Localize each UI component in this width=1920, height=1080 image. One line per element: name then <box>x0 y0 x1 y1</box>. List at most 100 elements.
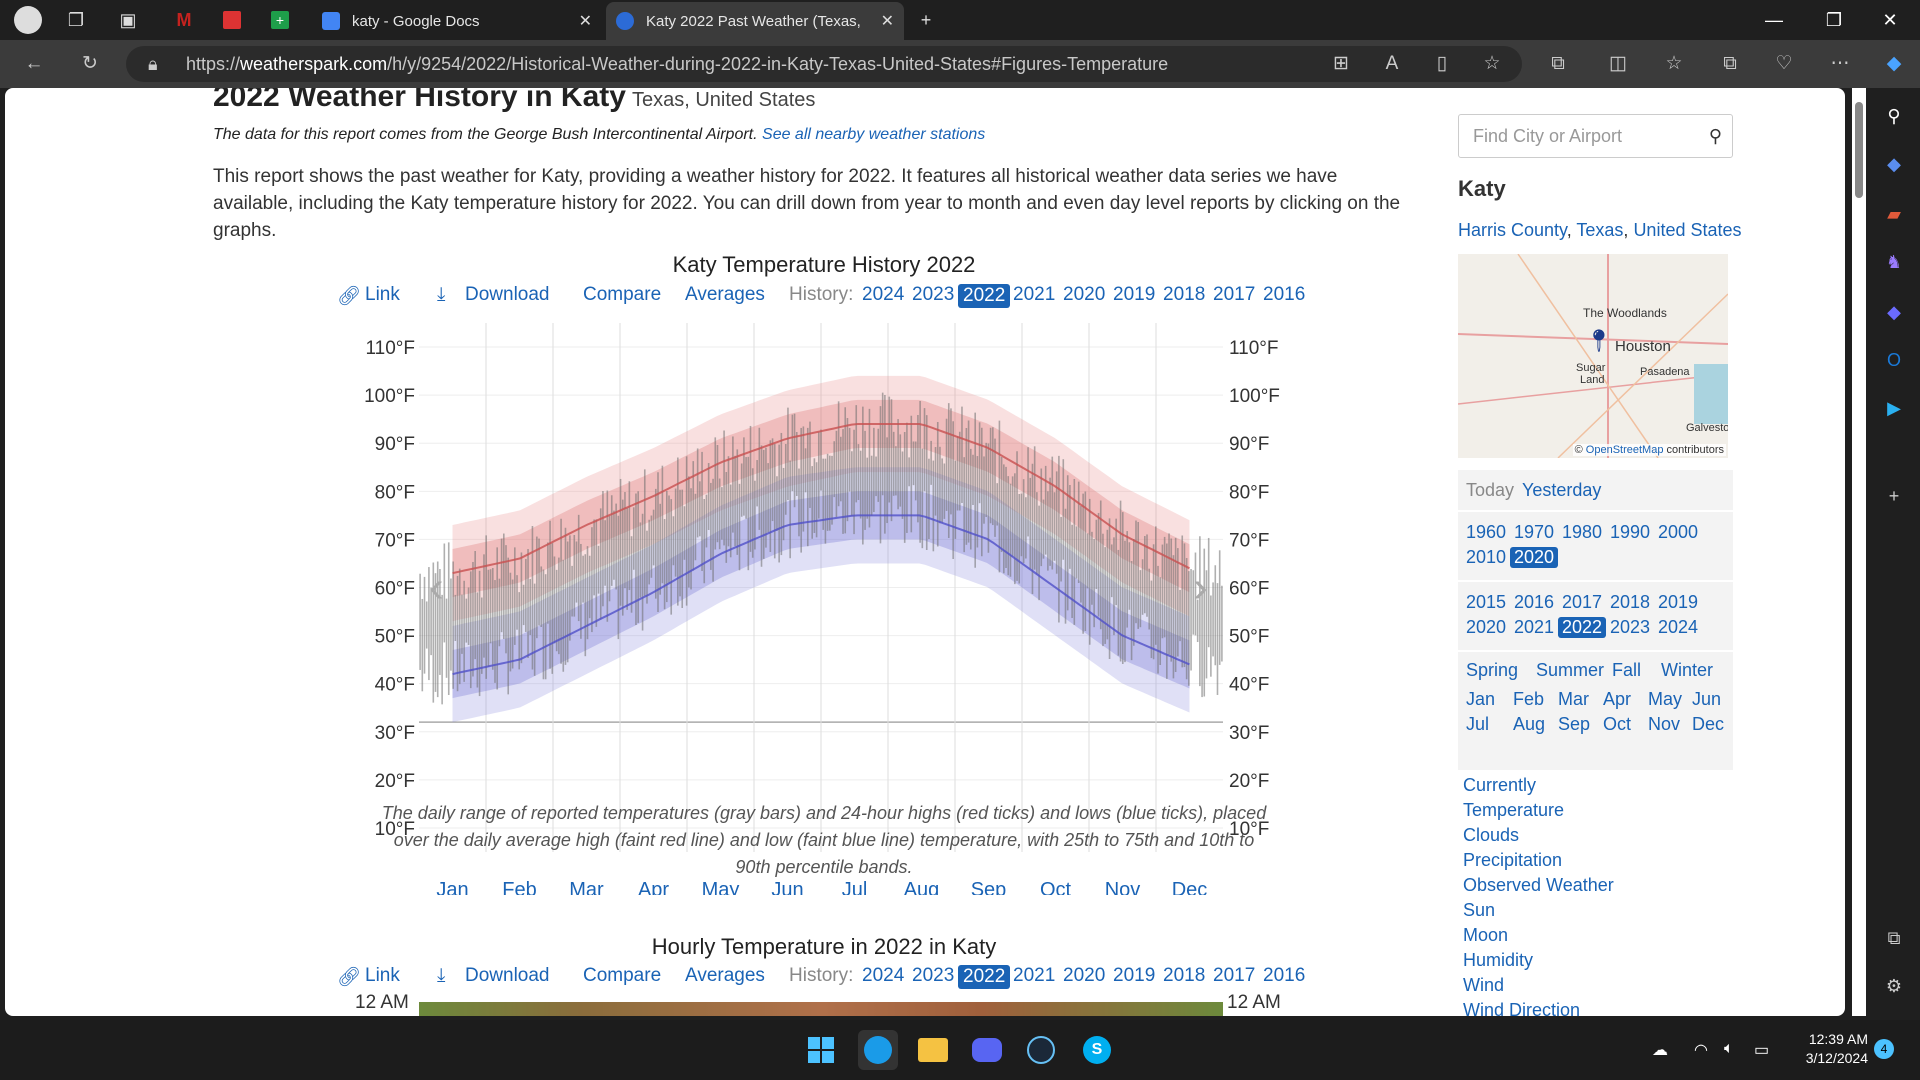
search-icon[interactable]: ⚲ <box>1887 105 1901 126</box>
add-icon[interactable]: + <box>1888 485 1900 506</box>
decade-link[interactable]: 1980 <box>1562 522 1603 542</box>
windows-start-icon[interactable] <box>801 1030 841 1070</box>
x-tick-label[interactable]: Feb <box>502 879 536 895</box>
tools-icon[interactable]: ▰ <box>1887 203 1901 224</box>
year-link[interactable]: 2024 <box>862 284 905 305</box>
year-link[interactable]: 2017 <box>1562 592 1603 612</box>
decade-link[interactable]: 2000 <box>1658 522 1699 542</box>
download-button[interactable]: Download <box>465 965 550 986</box>
m365-icon[interactable]: ◆ <box>1887 301 1901 322</box>
month-link[interactable]: Aug <box>1513 714 1546 734</box>
year-link[interactable]: 2020 <box>1063 965 1106 986</box>
x-tick-label[interactable]: Sep <box>971 879 1007 895</box>
close-tab-icon[interactable]: ✕ <box>578 13 592 30</box>
outlook-icon[interactable]: O <box>1886 349 1901 370</box>
year-link[interactable]: 2023 <box>1610 617 1651 637</box>
compare-button[interactable]: Compare <box>583 284 662 305</box>
month-link[interactable]: Mar <box>1558 689 1589 709</box>
nearby-stations-link[interactable]: See all nearby weather stations <box>762 126 986 143</box>
month-link[interactable]: Feb <box>1513 689 1545 709</box>
section-link[interactable]: Moon <box>1463 925 1509 945</box>
drop-icon[interactable]: ▶ <box>1887 397 1901 418</box>
x-tick-label[interactable]: Apr <box>638 879 669 895</box>
file-explorer-icon[interactable] <box>913 1030 953 1070</box>
year-link[interactable]: 2017 <box>1213 965 1256 986</box>
decade-link[interactable]: 2010 <box>1466 547 1507 567</box>
link-button[interactable]: Link <box>365 284 400 305</box>
link-icon[interactable]: 🔗︎ <box>337 286 362 307</box>
year-link[interactable]: 2018 <box>1163 965 1206 986</box>
x-tick-label[interactable]: Nov <box>1105 879 1141 895</box>
temperature-chart[interactable]: 110°F 110°F 100°F 100°F 90°F 90°F 80°F 80°F 70°F… <box>5 320 1305 895</box>
section-link[interactable]: Observed Weather <box>1463 875 1614 895</box>
back-icon[interactable]: ← <box>24 53 44 74</box>
tab-actions-icon[interactable]: ▣ <box>119 9 137 30</box>
year-link[interactable]: 2022 <box>1558 617 1607 638</box>
section-link[interactable]: Temperature <box>1463 800 1565 820</box>
season-link[interactable]: Fall <box>1612 660 1642 680</box>
year-link[interactable]: 2016 <box>1263 965 1306 986</box>
decade-link[interactable]: 1960 <box>1466 522 1507 542</box>
x-tick-label[interactable]: May <box>702 879 740 895</box>
decade-link[interactable]: 1970 <box>1514 522 1555 542</box>
averages-button[interactable]: Averages <box>685 965 765 986</box>
split-screen-icon[interactable]: ◫ <box>1609 53 1627 74</box>
search-icon[interactable]: ⚲ <box>1708 126 1722 146</box>
month-link[interactable]: Oct <box>1603 714 1632 734</box>
year-link[interactable]: 2021 <box>1514 617 1555 637</box>
restore-icon[interactable]: ❐ <box>1825 9 1843 30</box>
workspaces-icon[interactable]: ❐ <box>67 9 85 30</box>
section-link[interactable]: Clouds <box>1463 825 1520 845</box>
discord-icon[interactable] <box>967 1030 1007 1070</box>
section-link[interactable]: Precipitation <box>1463 850 1563 870</box>
x-tick-label[interactable]: Jun <box>771 879 803 895</box>
immersive-reader-icon[interactable]: ▯ <box>1436 53 1448 74</box>
clock[interactable]: 12:39 AM 3/12/2024 <box>1805 1031 1868 1066</box>
x-tick-label[interactable]: Mar <box>569 879 604 895</box>
month-link[interactable]: May <box>1648 689 1683 709</box>
year-link[interactable]: 2017 <box>1213 284 1256 305</box>
year-link[interactable]: 2024 <box>1658 617 1699 637</box>
performance-icon[interactable]: ♡ <box>1775 53 1793 74</box>
year-link[interactable]: 2019 <box>1113 965 1156 986</box>
next-arrow-icon[interactable]: › <box>1193 563 1208 612</box>
season-link[interactable]: Summer <box>1536 660 1605 680</box>
sheets-tab-icon[interactable]: + <box>262 6 298 34</box>
tab-google-docs[interactable]: katy - Google Docs ✕ <box>312 2 602 40</box>
county-link[interactable]: Harris County <box>1458 220 1567 240</box>
x-tick-label[interactable]: Aug <box>904 879 940 895</box>
x-tick-label[interactable]: Jul <box>842 879 868 895</box>
screenshot-icon[interactable]: ⧉ <box>1887 927 1901 948</box>
section-link[interactable]: Currently <box>1463 775 1537 795</box>
decade-link[interactable]: 2020 <box>1510 547 1559 568</box>
year-link-selected[interactable]: 2022 <box>958 965 1011 989</box>
section-link[interactable]: Humidity <box>1463 950 1534 970</box>
favorites-icon[interactable]: ☆ <box>1665 53 1683 74</box>
section-link[interactable]: Wind Direction <box>1463 1000 1581 1016</box>
x-tick-label[interactable]: Jan <box>436 879 468 895</box>
shopping-icon[interactable]: ◆ <box>1887 153 1901 174</box>
notification-badge[interactable]: 4 <box>1874 1039 1894 1059</box>
month-link[interactable]: Apr <box>1603 689 1632 709</box>
download-icon[interactable]: ⤓ <box>437 965 446 986</box>
year-link[interactable]: 2020 <box>1466 617 1507 637</box>
copilot-icon[interactable]: ◆ <box>1886 53 1902 74</box>
year-link[interactable]: 2024 <box>862 965 905 986</box>
decade-link[interactable]: 1990 <box>1610 522 1651 542</box>
edge-icon[interactable] <box>858 1030 898 1070</box>
download-icon[interactable]: ⤓ <box>437 284 446 305</box>
country-link[interactable]: United States <box>1633 220 1742 240</box>
app-available-icon[interactable]: ⊞ <box>1333 53 1349 74</box>
search-input[interactable]: Find City or Airport ⚲ <box>1458 114 1733 158</box>
bookmark-tab-icon[interactable] <box>214 6 250 34</box>
year-link[interactable]: 2016 <box>1514 592 1555 612</box>
year-link[interactable]: 2023 <box>912 284 955 305</box>
season-link[interactable]: Winter <box>1661 660 1714 680</box>
refresh-icon[interactable]: ↻ <box>82 53 98 74</box>
extensions-icon[interactable]: ⧉ <box>1551 53 1565 74</box>
onedrive-icon[interactable]: ☁ <box>1652 1042 1668 1059</box>
yesterday-link[interactable]: Yesterday <box>1522 480 1602 500</box>
averages-button[interactable]: Averages <box>685 284 765 305</box>
x-tick-label[interactable]: Oct <box>1040 879 1072 895</box>
read-aloud-icon[interactable]: A <box>1385 53 1399 74</box>
